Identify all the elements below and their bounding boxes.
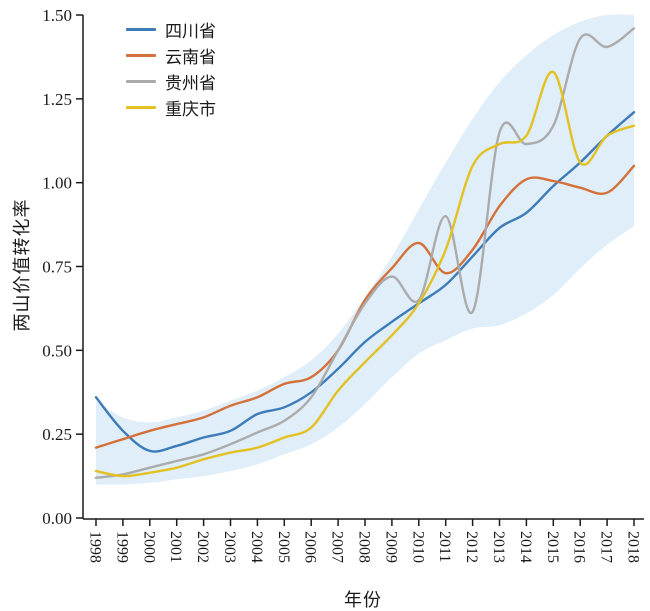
x-tick-label: 2011 [436,531,453,562]
y-tick-label: 0.50 [42,341,72,360]
x-tick-label: 2013 [490,531,507,563]
x-tick-label: 2014 [517,531,534,563]
series-line-3 [94,70,636,478]
legend-item-3: 重庆市 [126,94,216,120]
y-tick-label: 1.50 [42,6,72,25]
y-axis-title: 两山价值转化率 [12,198,32,332]
legend-item-2: 贵州省 [126,68,216,94]
y-tick-label: 1.00 [42,174,72,193]
legend-label: 重庆市 [165,99,216,119]
x-tick-label: 2010 [409,531,426,563]
series-line-0 [94,111,636,453]
x-axis-title: 年份 [344,590,382,610]
y-tick-label: 0.00 [42,509,72,528]
x-tick-label: 2007 [329,531,346,563]
x-tick-label: 1999 [113,531,130,563]
x-tick-label: 2002 [194,531,211,563]
legend: 四川省云南省贵州省重庆市 [126,16,216,120]
x-tick-label: 2006 [302,531,319,563]
legend-swatch [126,79,156,83]
legend-label: 云南省 [165,47,216,67]
legend-item-0: 四川省 [126,16,216,42]
x-tick-label: 2005 [275,531,292,563]
x-tick-label: 2000 [140,531,157,563]
x-tick-label: 2009 [382,531,399,563]
legend-swatch [126,105,156,109]
series-line-1 [94,164,636,449]
y-tick-label: 1.25 [42,90,72,109]
legend-swatch [126,27,156,31]
x-tick-label: 2018 [625,531,642,563]
x-tick-label: 2008 [356,531,373,563]
legend-label: 四川省 [165,21,216,41]
x-tick-label: 2016 [571,531,588,563]
legend-item-1: 云南省 [126,42,216,68]
y-tick-label: 0.25 [42,425,72,444]
x-tick-label: 2015 [544,531,561,563]
series-line-2 [94,27,636,479]
y-tick-label: 0.75 [42,258,72,277]
x-tick-label: 2017 [598,531,615,563]
x-tick-label: 2004 [248,531,265,563]
x-tick-label: 1998 [87,531,104,563]
x-tick-label: 2012 [463,531,480,563]
x-tick-label: 2003 [221,531,238,563]
legend-swatch [126,53,156,57]
x-tick-label: 2001 [167,531,184,563]
legend-label: 贵州省 [165,73,216,93]
